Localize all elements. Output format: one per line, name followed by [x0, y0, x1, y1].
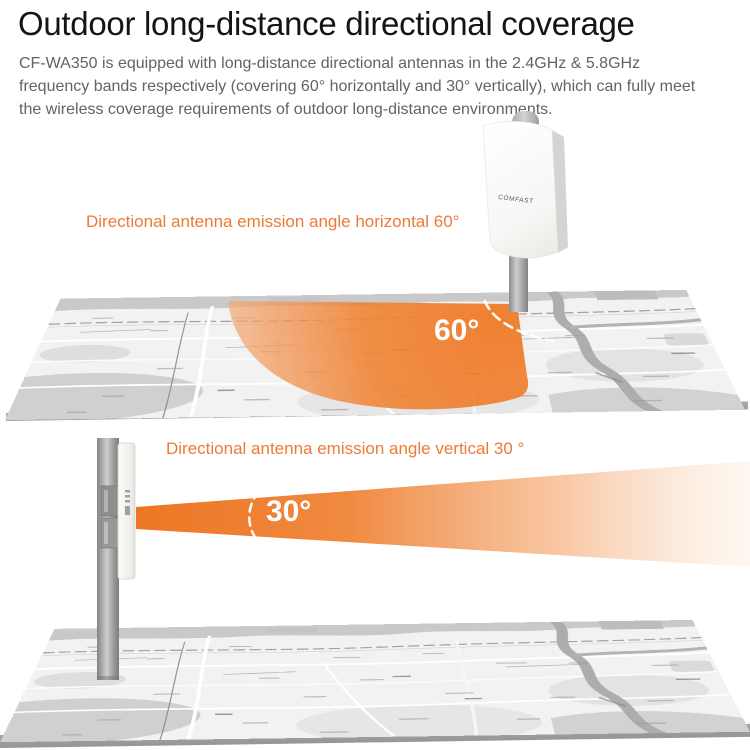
- perspective-map-horizontal: [5, 290, 745, 420]
- antenna-side-face: [552, 130, 568, 253]
- antenna-device-front: COMFAST: [482, 111, 568, 312]
- pole-clamp: [100, 485, 120, 549]
- panel-spec-label: [125, 490, 130, 515]
- horizontal-caption: Directional antenna emission angle horiz…: [86, 212, 460, 231]
- coverage-beam-vertical: [136, 461, 750, 567]
- horizontal-angle-label: 60°: [434, 314, 480, 347]
- antenna-front-face: [482, 121, 559, 259]
- page-description: CF-WA350 is equipped with long-distance …: [19, 55, 696, 118]
- vertical-angle-label: 30°: [266, 495, 312, 528]
- antenna-panel-side: [117, 442, 136, 580]
- vertical-caption: Directional antenna emission angle verti…: [166, 439, 525, 458]
- page-title: Outdoor long-distance directional covera…: [18, 5, 635, 42]
- perspective-map-vertical: [0, 620, 750, 742]
- brand-logo: COMFAST: [498, 194, 534, 205]
- angle-arc-vertical: [247, 490, 261, 544]
